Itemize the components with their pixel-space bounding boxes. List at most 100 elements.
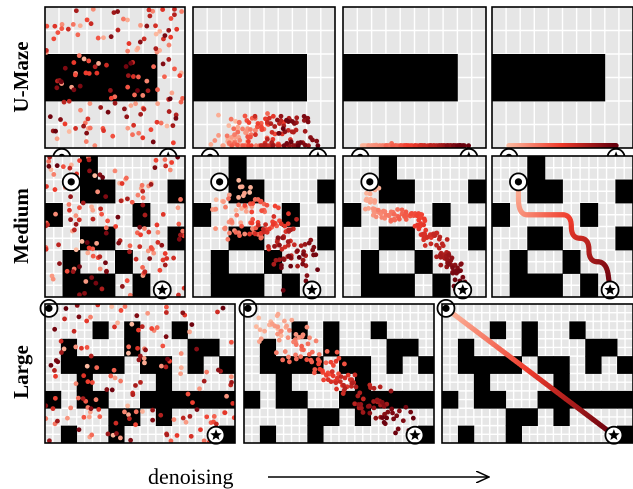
trajectory-point [228, 116, 234, 122]
trajectory-point [103, 225, 109, 231]
trajectory-point [80, 396, 86, 401]
trajectory-point [163, 334, 169, 340]
trajectory-point [180, 310, 186, 316]
maze-wall [371, 54, 401, 102]
trajectory-point [83, 139, 89, 144]
trajectory-point [380, 143, 385, 148]
trajectory-point [275, 324, 281, 330]
trajectory-point [222, 225, 228, 231]
trajectory-point [276, 130, 282, 136]
trajectory-point [236, 177, 242, 183]
trajectory-point [280, 126, 286, 132]
maze-wall [219, 390, 236, 409]
trajectory-point [381, 420, 387, 425]
maze-wall [76, 373, 93, 392]
trajectory-point [233, 118, 238, 124]
trajectory-point [224, 393, 229, 399]
maze-wall [537, 390, 554, 409]
trajectory-point [84, 363, 90, 369]
trajectory-point [172, 7, 177, 12]
trajectory-point [293, 356, 299, 362]
trajectory-point [166, 42, 172, 48]
trajectory-point [367, 410, 373, 416]
maze-panel-large-3 [436, 298, 633, 445]
maze-wall [428, 54, 458, 102]
trajectory-point [213, 226, 218, 232]
trajectory-point [342, 386, 348, 391]
trajectory-point [138, 232, 144, 238]
trajectory-point [216, 112, 221, 118]
trajectory-point [73, 213, 79, 219]
trajectory-point [403, 209, 409, 215]
trajectory-point [86, 58, 92, 64]
maze-wall [378, 273, 398, 298]
trajectory-point [258, 336, 264, 342]
maze-wall [544, 273, 563, 298]
trajectory-point [204, 369, 210, 375]
trajectory-point [96, 407, 102, 412]
trajectory-point [45, 246, 49, 252]
trajectory-point [329, 369, 335, 374]
trajectory-point [79, 345, 84, 351]
trajectory-point [168, 34, 174, 40]
trajectory-point [315, 143, 321, 148]
maze-wall [527, 226, 546, 251]
trajectory-point [280, 235, 285, 241]
trajectory-point [85, 250, 91, 256]
maze-wall [537, 356, 554, 374]
trajectory-point [437, 234, 443, 240]
maze-wall [339, 356, 356, 374]
trajectory-point [137, 39, 143, 45]
maze-wall [386, 356, 403, 374]
trajectory-point [133, 422, 138, 428]
trajectory-point [81, 373, 87, 379]
trajectory-point [298, 354, 304, 359]
trajectory-point [334, 375, 340, 381]
trajectory-point [275, 143, 281, 148]
trajectory-point [286, 211, 291, 217]
maze-wall [278, 54, 307, 102]
trajectory-point [383, 143, 389, 148]
trajectory-point [381, 404, 387, 409]
trajectory-point [300, 261, 306, 267]
maze-wall [354, 356, 372, 374]
trajectory-point [242, 203, 248, 208]
trajectory-point [274, 117, 280, 123]
trajectory-point [367, 191, 373, 197]
trajectory-point [88, 21, 94, 27]
trajectory-point [55, 359, 61, 365]
trajectory-point [77, 264, 82, 270]
trajectory-point [112, 168, 118, 174]
trajectory-point [76, 314, 82, 320]
trajectory-point [135, 192, 141, 198]
trajectory-point [127, 292, 133, 297]
trajectory-point [73, 381, 79, 387]
maze-wall [244, 390, 261, 409]
trajectory-point [384, 415, 390, 421]
trajectory-point [306, 352, 312, 357]
trajectory-point [277, 257, 282, 263]
trajectory-point [72, 72, 78, 78]
trajectory-point [380, 415, 385, 421]
trajectory-point [305, 119, 311, 125]
trajectory-point [155, 87, 160, 93]
trajectory-point [406, 143, 411, 148]
start-marker [436, 298, 456, 318]
trajectory-point [289, 129, 295, 135]
trajectory-point [157, 267, 163, 273]
trajectory-point [92, 143, 98, 148]
trajectory-point [58, 117, 63, 122]
trajectory-point [92, 173, 98, 179]
trajectory-point [286, 359, 292, 365]
trajectory-point [76, 217, 82, 223]
trajectory-point [103, 194, 109, 200]
start-marker [238, 298, 258, 318]
trajectory-point [249, 209, 255, 215]
trajectory-point [164, 123, 170, 129]
trajectory-point [371, 405, 377, 411]
maze-wall [585, 338, 602, 357]
trajectory-point [294, 115, 300, 121]
trajectory-point [416, 226, 422, 232]
maze-wall [505, 408, 522, 427]
trajectory-point [93, 397, 99, 403]
